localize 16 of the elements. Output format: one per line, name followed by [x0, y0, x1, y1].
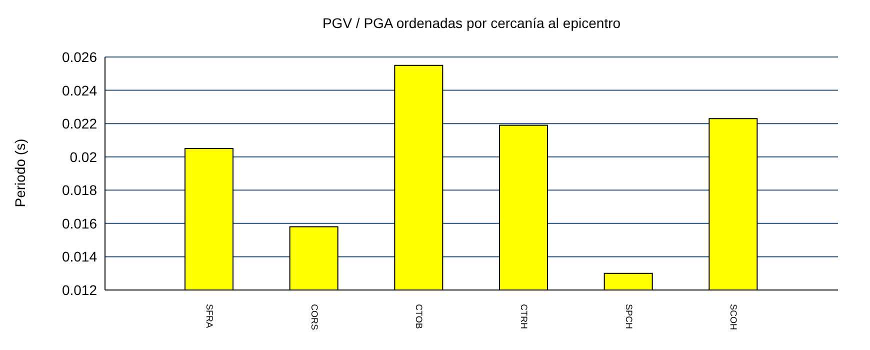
- y-tick-label: 0.018: [62, 182, 98, 198]
- x-tick-label: SCOH: [728, 304, 739, 330]
- y-tick-label: 0.012: [62, 282, 98, 298]
- y-axis-title: Periodo (s): [12, 138, 28, 208]
- y-tick-label: 0.016: [62, 215, 98, 232]
- x-tick-label: SFRA: [204, 304, 214, 328]
- y-tick-label: 0.024: [62, 82, 98, 98]
- y-tick-label: 0.02: [70, 148, 98, 165]
- x-tick-label: CTRH: [518, 304, 529, 329]
- x-tick-label: CORS: [309, 304, 320, 330]
- y-tick-label: 0.022: [62, 116, 98, 132]
- x-tick-label: CTOB: [414, 304, 424, 329]
- y-tick-label: 0.026: [62, 48, 98, 65]
- chart-title: PGV / PGA ordenadas por cercanía al epicentro: [321, 15, 622, 31]
- x-tick-label: SPCH: [624, 304, 634, 330]
- y-tick-label: 0.014: [62, 248, 98, 265]
